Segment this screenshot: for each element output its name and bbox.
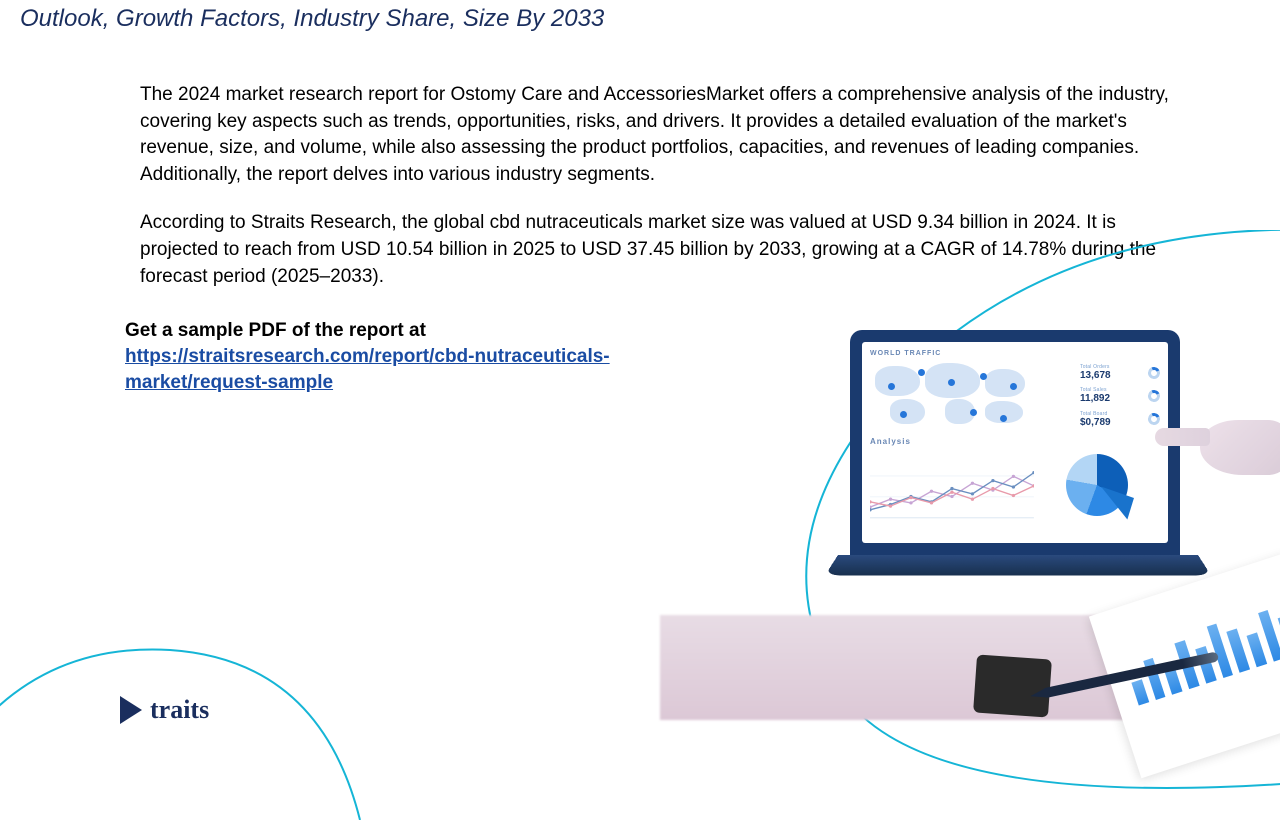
world-map [870, 361, 1075, 431]
map-dot [888, 383, 895, 390]
chart-point [1012, 494, 1015, 497]
mini-donut-icon [1146, 388, 1161, 403]
cta-section: Get a sample PDF of the report at https:… [125, 320, 645, 395]
paper-bar [1246, 633, 1266, 668]
chart-point [950, 495, 953, 498]
laptop-body: WORLD TRAFFIC Total Orders13,678 Total Sa… [850, 330, 1180, 555]
calculator [973, 654, 1052, 717]
map-dot [918, 369, 925, 376]
chart-point [1012, 475, 1015, 478]
map-dot [970, 409, 977, 416]
chart-point [930, 501, 933, 504]
map-dot [900, 411, 907, 418]
stat-row: Total Sales11,892 [1080, 387, 1160, 404]
chart-point [950, 487, 953, 490]
stat-row: Total Board$0,789 [1080, 411, 1160, 428]
chart-point [870, 500, 872, 503]
chart-point [971, 498, 974, 501]
chart-point [971, 492, 974, 495]
map-dot [1010, 383, 1017, 390]
laptop-illustration: WORLD TRAFFIC Total Orders13,678 Total Sa… [850, 330, 1200, 610]
map-dot [948, 379, 955, 386]
mini-donut-icon [1146, 365, 1161, 380]
logo-text: traits [150, 695, 209, 725]
map-dot [980, 373, 987, 380]
chart-point [909, 501, 912, 504]
chart-point [909, 496, 912, 499]
chart-point [1012, 485, 1015, 488]
chart-point [930, 490, 933, 493]
decorative-curve-bottom-left [0, 540, 390, 820]
chart-point [950, 491, 953, 494]
pointing-hand [1155, 410, 1280, 485]
body-text: The 2024 market research report for Osto… [140, 82, 1190, 312]
chart-point [889, 504, 892, 507]
sample-pdf-link[interactable]: https://straitsresearch.com/report/cbd-n… [125, 344, 645, 395]
chart-point [889, 498, 892, 501]
screen-header: WORLD TRAFFIC [870, 350, 1160, 357]
chart-point [991, 487, 994, 490]
analysis-title: Analysis [870, 437, 1034, 446]
chart-point [971, 482, 974, 485]
cta-label: Get a sample PDF of the report at [125, 320, 645, 342]
line-chart [870, 448, 1034, 522]
laptop-screen: WORLD TRAFFIC Total Orders13,678 Total Sa… [862, 342, 1168, 543]
stat-value: $0,789 [1080, 417, 1144, 428]
stat-value: 11,892 [1080, 393, 1144, 404]
chart-point [991, 479, 994, 482]
page-title: Outlook, Growth Factors, Industry Share,… [20, 5, 604, 33]
pie-chart [1066, 454, 1128, 516]
logo: traits [120, 695, 209, 725]
paragraph-1: The 2024 market research report for Osto… [140, 82, 1190, 188]
paper-bar [1131, 679, 1149, 705]
paragraph-2: According to Straits Research, the globa… [140, 210, 1190, 290]
chart-point [870, 508, 872, 511]
stat-row: Total Orders13,678 [1080, 364, 1160, 381]
laptop-keyboard [825, 555, 1211, 575]
map-dot [1000, 415, 1007, 422]
stats-column: Total Orders13,678 Total Sales11,892 Total… [1075, 361, 1160, 431]
stat-value: 13,678 [1080, 370, 1144, 381]
